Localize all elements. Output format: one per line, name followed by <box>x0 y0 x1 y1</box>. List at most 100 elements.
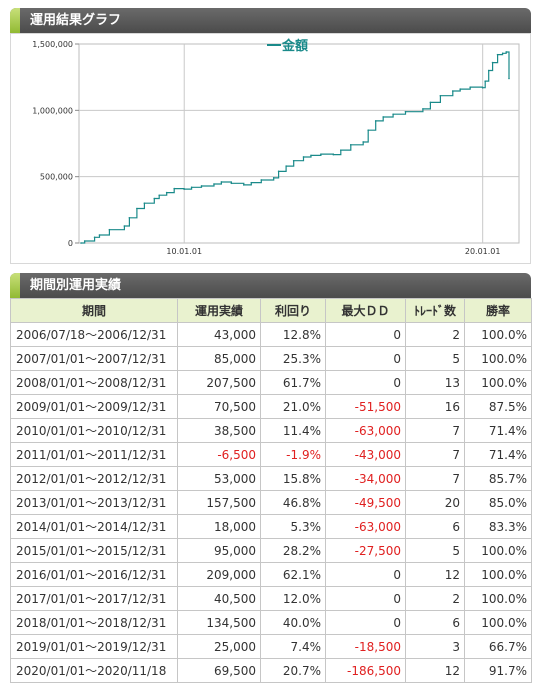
cell-performance: 53,000 <box>177 466 261 491</box>
cell-win-rate: 100.0% <box>464 586 532 611</box>
table-section-title: 期間別運用実績 <box>30 278 122 293</box>
series-point <box>285 165 287 167</box>
cell-period: 2019/01/01～2019/12/31 <box>10 634 178 659</box>
cell-yield: 7.4% <box>260 634 326 659</box>
cell-performance: 40,500 <box>177 586 261 611</box>
cell-win-rate: 100.0% <box>464 538 532 563</box>
table-row: 2016/01/01～2016/12/31 209,000 62.1% 0 12 100.… <box>10 562 532 587</box>
series-point <box>250 181 253 184</box>
series-point <box>310 154 312 157</box>
cell-trade-count: 12 <box>405 562 465 587</box>
cell-performance: 25,000 <box>177 634 261 659</box>
y-tick-label: 1,000,000 <box>32 106 73 115</box>
series-point <box>332 153 335 156</box>
chart-section-header: 運用結果グラフ <box>10 8 531 34</box>
cell-period: 2014/01/01～2014/12/31 <box>10 514 178 539</box>
table-row: 2019/01/01～2019/12/31 25,000 7.4% -18,500 3 6… <box>10 634 532 659</box>
cell-trade-count: 5 <box>405 346 465 371</box>
series-point <box>158 194 161 197</box>
table-row: 2011/01/01～2011/12/31 -6,500 -1.9% -43,000 7… <box>10 442 532 467</box>
cell-trade-count: 6 <box>405 514 465 539</box>
series-point <box>213 183 215 185</box>
header-accent <box>10 273 20 299</box>
y-tick-label: 0 <box>68 239 73 248</box>
series-point <box>508 77 510 80</box>
series-point <box>367 129 369 132</box>
cell-performance: 43,000 <box>177 322 261 347</box>
series-point <box>382 116 385 118</box>
cell-yield: 12.0% <box>260 586 326 611</box>
results-table: 期間 運用実績 利回り 最大ＤＤ ﾄﾚｰﾄﾞ数 勝率 2006/07/18～2006/12… <box>10 298 532 683</box>
cell-win-rate: 85.0% <box>464 490 532 515</box>
series-point <box>153 197 156 200</box>
cell-win-rate: 71.4% <box>464 418 532 443</box>
column-header-yield: 利回り <box>260 298 326 323</box>
cell-performance: 85,000 <box>177 346 261 371</box>
cell-performance: 18,000 <box>177 514 261 539</box>
chart-container: 0 500,000 1,000,000 1,500,000 10.01.01 20.01.… <box>10 33 531 264</box>
cell-period: 2007/01/01～2007/12/31 <box>10 346 178 371</box>
series-point <box>136 207 138 210</box>
cell-max-dd: 0 <box>325 346 406 371</box>
cell-max-dd: -18,500 <box>325 634 406 659</box>
series-point <box>362 141 365 143</box>
cell-max-dd: 0 <box>325 370 406 395</box>
cell-win-rate: 100.0% <box>464 370 532 395</box>
cell-period: 2015/01/01～2015/12/31 <box>10 538 178 563</box>
cell-yield: 15.8% <box>260 466 326 491</box>
y-tick-label: 1,500,000 <box>32 40 73 49</box>
table-row: 2018/01/01～2018/12/31 134,500 40.0% 0 6 100.0… <box>10 610 532 635</box>
cell-win-rate: 100.0% <box>464 322 532 347</box>
series-point <box>429 101 432 104</box>
cell-max-dd: -63,000 <box>325 418 406 443</box>
table-row: 2006/07/18～2006/12/31 43,000 12.8% 0 2 100.0% <box>10 322 532 347</box>
cell-win-rate: 66.7% <box>464 634 532 659</box>
column-header-trade-count: ﾄﾚｰﾄﾞ数 <box>405 298 465 323</box>
cell-max-dd: -51,500 <box>325 394 406 419</box>
series-point <box>422 108 424 110</box>
cell-win-rate: 100.0% <box>464 346 532 371</box>
series-point <box>183 188 185 190</box>
series-point <box>349 144 352 146</box>
chart-section-title: 運用結果グラフ <box>30 13 122 28</box>
cell-period: 2020/01/01～2020/11/18 <box>10 658 178 683</box>
cell-period: 2011/01/01～2011/12/31 <box>10 442 178 467</box>
cell-yield: 61.7% <box>260 370 326 395</box>
cell-max-dd: -63,000 <box>325 514 406 539</box>
table-row: 2013/01/01～2013/12/31 157,500 46.8% -49,500… <box>10 490 532 515</box>
cell-win-rate: 83.3% <box>464 514 532 539</box>
cell-performance: 209,000 <box>177 562 261 587</box>
header-accent <box>10 8 20 34</box>
cell-yield: 5.3% <box>260 514 326 539</box>
table-row: 2014/01/01～2014/12/31 18,000 5.3% -63,000 6 8… <box>10 514 532 539</box>
series-point <box>459 88 462 90</box>
cell-trade-count: 3 <box>405 634 465 659</box>
cell-yield: 20.7% <box>260 658 326 683</box>
series-point <box>143 202 146 204</box>
cell-trade-count: 7 <box>405 442 465 467</box>
series-point <box>200 185 203 187</box>
cell-performance: 69,500 <box>177 658 261 683</box>
cell-yield: 46.8% <box>260 490 326 515</box>
cell-max-dd: -49,500 <box>325 490 406 515</box>
series-point <box>220 181 223 183</box>
series-point <box>374 120 377 122</box>
series-point <box>108 228 111 231</box>
cell-performance: 207,500 <box>177 370 261 395</box>
cell-max-dd: -186,500 <box>325 658 406 683</box>
cell-trade-count: 2 <box>405 322 465 347</box>
table-body: 2006/07/18～2006/12/31 43,000 12.8% 0 2 100.0%… <box>10 322 532 683</box>
cell-win-rate: 100.0% <box>464 562 532 587</box>
cell-performance: 95,000 <box>177 538 261 563</box>
cell-max-dd: -43,000 <box>325 442 406 467</box>
column-header-period: 期間 <box>10 298 178 323</box>
series-point <box>491 61 494 64</box>
cell-yield: 11.4% <box>260 418 326 443</box>
cell-win-rate: 71.4% <box>464 442 532 467</box>
cell-period: 2016/01/01～2016/12/31 <box>10 562 178 587</box>
cell-performance: -6,500 <box>177 442 261 467</box>
cell-performance: 157,500 <box>177 490 261 515</box>
cell-period: 2012/01/01～2012/12/31 <box>10 466 178 491</box>
cell-max-dd: 0 <box>325 322 406 347</box>
series-point <box>128 216 131 219</box>
